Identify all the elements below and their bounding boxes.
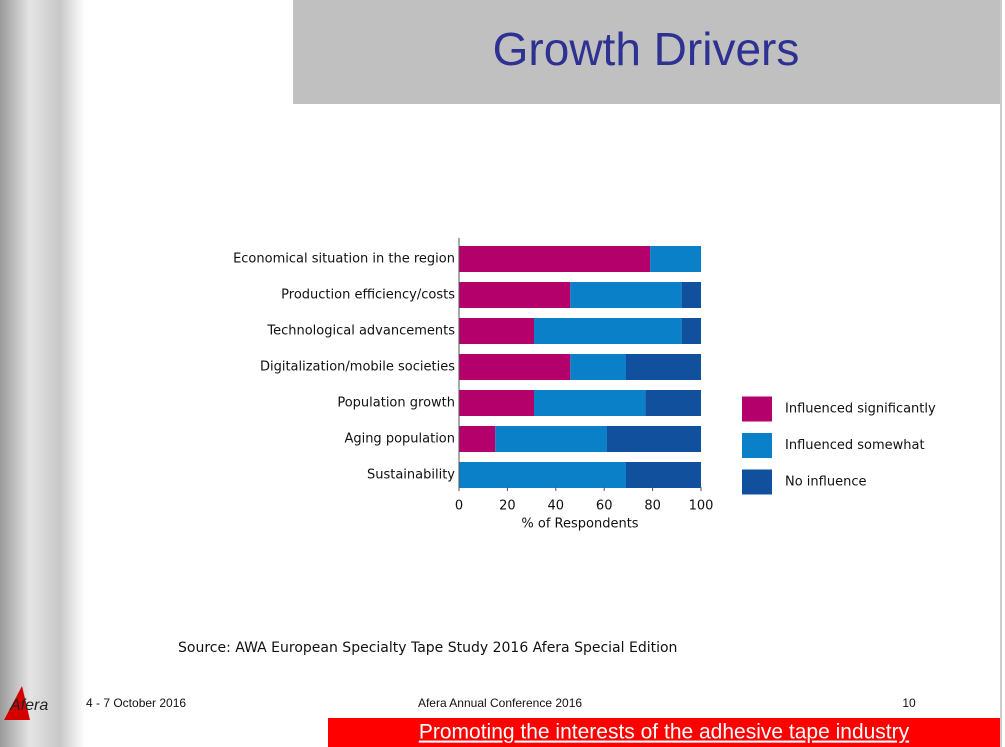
legend-swatch (742, 469, 772, 495)
bar-segment (459, 318, 535, 344)
bar-segment (459, 462, 626, 488)
bar-segment (459, 246, 651, 272)
bar-segment (681, 282, 701, 308)
x-tick-label: 20 (499, 499, 516, 514)
x-tick-label: 80 (644, 499, 661, 514)
legend-swatch (742, 396, 772, 422)
bar-segment (459, 282, 571, 308)
x-tick-label: 60 (596, 499, 613, 514)
legend-swatch (742, 433, 772, 458)
y-tick-label: Economical situation in the region (233, 252, 455, 267)
bar-segment (570, 354, 626, 380)
chart: Economical situation in the region Produc… (233, 238, 936, 532)
x-tick-label: 100 (689, 499, 714, 514)
title-bar (293, 0, 1000, 104)
x-tick-label: 0 (455, 499, 463, 514)
bar-segment (459, 354, 571, 380)
source: Source: AWA European Specialty Tape Stud… (178, 640, 677, 656)
slide-title: Growth Drivers (493, 23, 800, 75)
bar-segment (495, 426, 607, 452)
banner (328, 718, 1000, 747)
y-tick-label: Technological advancements (266, 324, 455, 339)
x-axis-label: % of Respondents (521, 517, 638, 532)
y-tick-label: Population growth (337, 396, 455, 411)
page-number: 10 (902, 696, 916, 710)
legend-label: Influenced somewhat (785, 438, 925, 453)
bar-segment (625, 354, 701, 380)
legend-label: No influence (785, 475, 866, 490)
logo-mark (4, 686, 30, 720)
logo: Afera (9, 697, 48, 714)
decor-strip (0, 0, 85, 747)
bar-segment (459, 390, 535, 416)
bar-segment (650, 246, 701, 272)
bar-segment (570, 282, 682, 308)
y-tick-label: Digitalization/mobile societies (260, 360, 455, 375)
y-tick-label: Aging population (344, 432, 455, 447)
bar-segment (645, 390, 701, 416)
bar-segment (534, 318, 682, 344)
bar-segment (534, 390, 646, 416)
conference: Afera Annual Conference 2016 (418, 696, 582, 710)
x-tick-label: 40 (548, 499, 565, 514)
y-tick-label: Sustainability (367, 468, 455, 483)
date: 4 - 7 October 2016 (86, 696, 186, 710)
bar-segment (606, 426, 701, 452)
bar-segment (681, 318, 701, 344)
legend-label: Influenced significantly (785, 402, 936, 417)
y-tick-label: Production efficiency/costs (281, 288, 455, 303)
bar-segment (459, 426, 496, 452)
bar-segment (625, 462, 701, 488)
banner-text: Promoting the interests of the adhesive … (419, 721, 910, 744)
